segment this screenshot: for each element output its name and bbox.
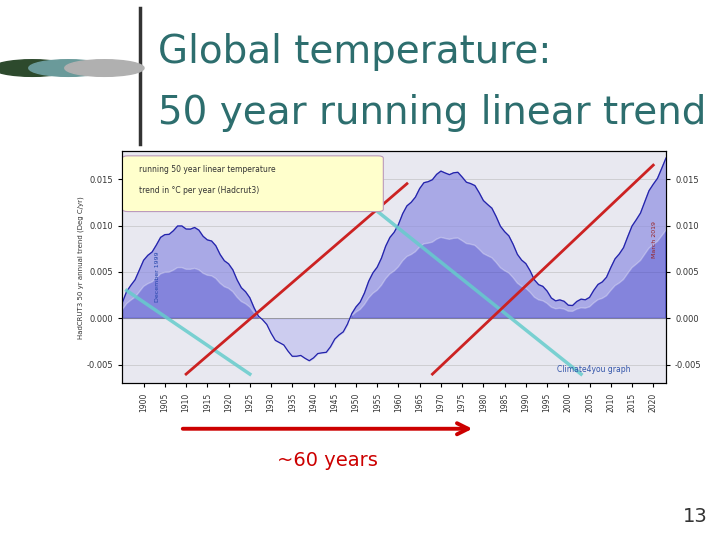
Text: Climate4you graph: Climate4you graph	[557, 365, 631, 374]
Circle shape	[65, 60, 144, 76]
Text: Global temperature:: Global temperature:	[158, 33, 552, 71]
Text: 50 year running linear trend: 50 year running linear trend	[158, 94, 707, 132]
Text: trend in °C per year (Hadcrut3): trend in °C per year (Hadcrut3)	[139, 186, 259, 195]
Text: running 50 year linear temperature: running 50 year linear temperature	[139, 165, 275, 174]
Circle shape	[29, 60, 108, 76]
Text: March 2019: March 2019	[652, 221, 657, 258]
Text: ~60 years: ~60 years	[277, 451, 378, 470]
FancyBboxPatch shape	[122, 156, 383, 212]
Circle shape	[0, 60, 72, 76]
Text: December 1999: December 1999	[156, 251, 161, 302]
Y-axis label: HadCRUT3 50 yr annual trend (Deg C/yr): HadCRUT3 50 yr annual trend (Deg C/yr)	[78, 196, 84, 339]
Text: 13: 13	[683, 507, 707, 526]
